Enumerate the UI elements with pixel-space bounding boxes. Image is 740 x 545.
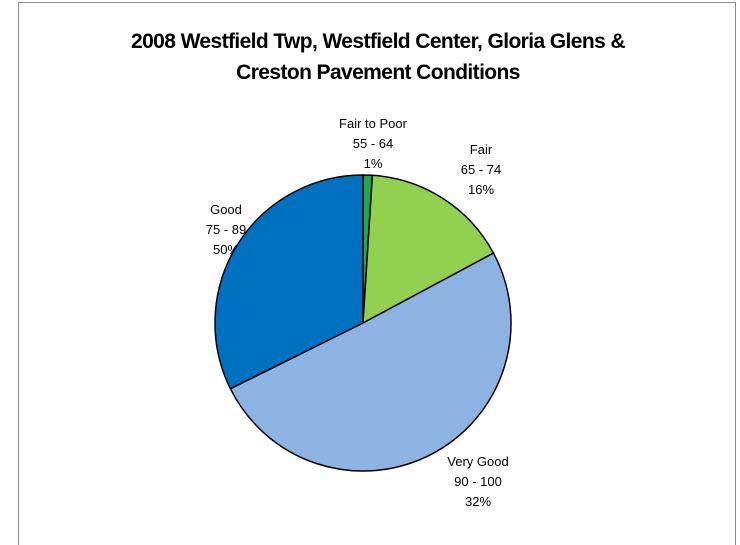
pie-slice	[362, 174, 495, 325]
slice-label-line: 55 - 64	[353, 136, 393, 151]
slice-label: Very Good 90 - 100 32%	[447, 454, 508, 509]
slice-label-line: 65 - 74	[461, 162, 501, 177]
slice-label-line: 32%	[465, 494, 491, 509]
slice-label: Fair 65 - 74 16%	[461, 142, 501, 197]
pie-slice	[229, 252, 512, 472]
slice-label-line: Fair	[470, 142, 493, 157]
chart-frame	[18, 2, 736, 545]
slice-label-line: Fair to Poor	[339, 116, 408, 131]
slice-label-line: Good	[210, 202, 242, 217]
chart-title: 2008 Westfield Twp, Westfield Center, Gl…	[131, 30, 626, 84]
slice-label-line: Very Good	[447, 454, 508, 469]
slice-label: Fair to Poor 55 - 64 1%	[339, 116, 408, 171]
pie-slice	[214, 174, 364, 390]
slice-label-line: 90 - 100	[454, 474, 502, 489]
slice-label-line: 1%	[364, 156, 383, 171]
slice-label-line: 75 - 89	[206, 222, 246, 237]
slice-label-line: 16%	[468, 182, 494, 197]
